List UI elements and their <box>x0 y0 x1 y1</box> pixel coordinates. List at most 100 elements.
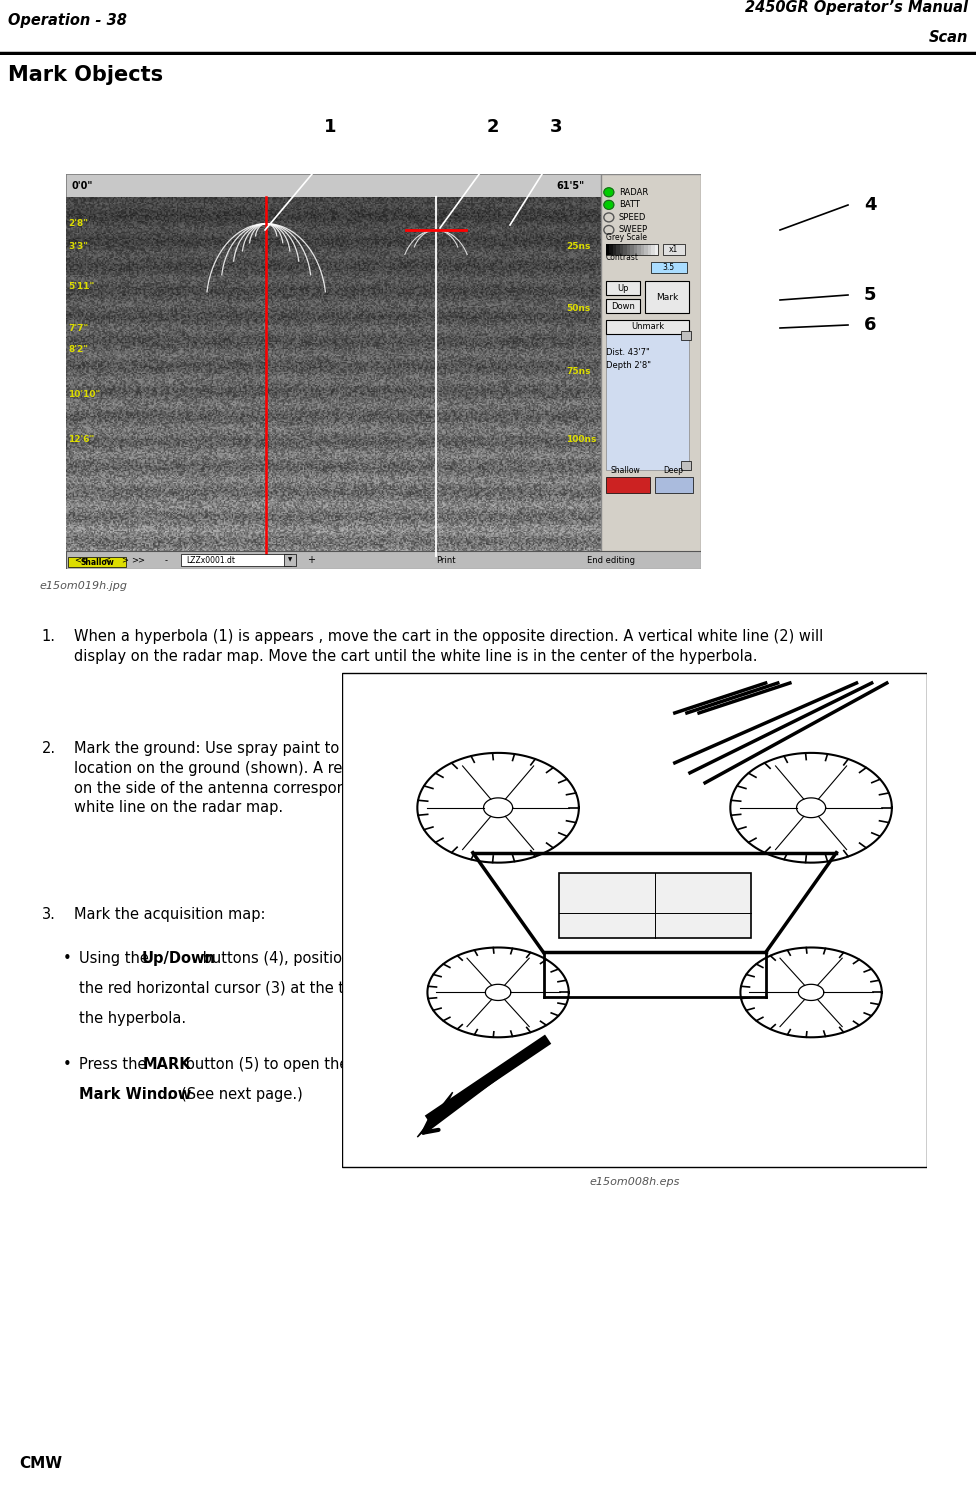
Text: Mark the acquisition map:: Mark the acquisition map: <box>74 907 265 922</box>
Bar <box>613 244 617 255</box>
Bar <box>66 556 601 569</box>
Bar <box>606 282 640 295</box>
Bar <box>655 244 658 255</box>
Bar <box>606 477 650 493</box>
Bar <box>633 244 637 255</box>
Bar <box>624 244 627 255</box>
Text: the red horizontal cursor (3) at the top of: the red horizontal cursor (3) at the top… <box>79 980 382 997</box>
Text: 12'6": 12'6" <box>68 435 95 444</box>
Text: •: • <box>62 951 71 966</box>
Bar <box>644 244 648 255</box>
Text: Scan: Scan <box>928 30 968 45</box>
Text: Print: Print <box>436 556 456 565</box>
Bar <box>627 244 630 255</box>
Text: Shallow: Shallow <box>80 557 114 566</box>
Text: 2450GR Operator’s Manual: 2450GR Operator’s Manual <box>745 0 968 15</box>
Text: Depth 2'8": Depth 2'8" <box>606 361 651 370</box>
Bar <box>606 244 658 255</box>
Bar <box>609 244 613 255</box>
Text: 25ns: 25ns <box>566 241 590 250</box>
Text: 75ns: 75ns <box>566 367 590 377</box>
Text: •: • <box>62 1056 71 1073</box>
Text: buttons (4), position: buttons (4), position <box>198 951 351 966</box>
Bar <box>637 244 641 255</box>
Bar <box>648 244 651 255</box>
Text: Up: Up <box>617 283 629 294</box>
Text: 2'8": 2'8" <box>68 219 89 228</box>
Text: Shallow: Shallow <box>611 466 640 475</box>
Text: Mark the ground: Use spray paint to mark the
location on the ground (shown). A r: Mark the ground: Use spray paint to mark… <box>74 741 411 815</box>
Circle shape <box>604 188 614 197</box>
Text: 5'11": 5'11" <box>68 282 95 291</box>
Bar <box>68 557 126 568</box>
Bar <box>681 462 691 471</box>
Bar <box>606 244 609 255</box>
Text: CMW: CMW <box>20 1456 62 1472</box>
Text: Mark Window: Mark Window <box>79 1088 191 1103</box>
Text: 61'5": 61'5" <box>556 180 584 191</box>
Bar <box>66 174 601 197</box>
Bar <box>630 244 633 255</box>
Text: RADAR: RADAR <box>619 188 648 197</box>
Text: SPEED: SPEED <box>619 213 646 222</box>
Bar <box>601 174 701 569</box>
Text: x1: x1 <box>670 246 678 255</box>
Text: Grey Scale: Grey Scale <box>606 232 647 241</box>
Text: Mark: Mark <box>656 292 678 302</box>
Text: 50ns: 50ns <box>566 304 590 313</box>
Text: Press the: Press the <box>79 1056 151 1073</box>
Text: >: > <box>121 556 128 565</box>
Text: e15om019h.jpg: e15om019h.jpg <box>39 581 127 590</box>
Text: Using the: Using the <box>79 951 154 966</box>
Bar <box>641 244 644 255</box>
Bar <box>284 554 296 566</box>
Text: SWEEP: SWEEP <box>619 225 648 234</box>
Text: 2: 2 <box>487 118 500 136</box>
Text: BATT: BATT <box>619 200 639 209</box>
Text: <: < <box>102 556 110 565</box>
Circle shape <box>604 200 614 209</box>
Text: 6: 6 <box>864 316 876 334</box>
Text: 7'7": 7'7" <box>68 325 89 334</box>
Text: 3'3": 3'3" <box>68 241 89 250</box>
Text: 0'0": 0'0" <box>71 180 93 191</box>
Bar <box>655 477 693 493</box>
Text: 5: 5 <box>864 286 876 304</box>
Text: +: + <box>307 556 315 565</box>
Text: Unmark: Unmark <box>631 322 665 331</box>
Text: When a hyperbola (1) is appears , move the cart in the opposite direction. A ver: When a hyperbola (1) is appears , move t… <box>74 629 824 663</box>
Text: 4: 4 <box>864 197 876 215</box>
Text: 3.: 3. <box>41 907 56 922</box>
Text: MARK: MARK <box>143 1056 191 1073</box>
Text: Operation - 38: Operation - 38 <box>8 13 127 28</box>
Text: ▼: ▼ <box>288 557 292 563</box>
Text: 1: 1 <box>324 118 337 136</box>
Bar <box>663 244 685 255</box>
Text: Deep: Deep <box>663 466 683 475</box>
Bar <box>651 244 655 255</box>
Bar <box>645 282 689 313</box>
Text: .  (See next page.): . (See next page.) <box>167 1088 303 1103</box>
Text: >>: >> <box>132 556 145 565</box>
Text: 10'10": 10'10" <box>68 390 101 399</box>
Polygon shape <box>418 1092 453 1137</box>
Text: LZZx0001.dt: LZZx0001.dt <box>186 556 235 565</box>
Text: <<: << <box>74 556 89 565</box>
Text: 1.: 1. <box>41 629 56 644</box>
Text: 8'2": 8'2" <box>68 344 89 353</box>
Text: the hyperbola.: the hyperbola. <box>79 1012 186 1027</box>
Text: 3.5: 3.5 <box>663 264 674 273</box>
Bar <box>606 322 689 471</box>
Text: 2.: 2. <box>41 741 56 755</box>
Text: Contrast: Contrast <box>606 253 639 262</box>
Bar <box>606 320 689 334</box>
Text: -: - <box>165 556 168 565</box>
Text: 100ns: 100ns <box>566 435 596 444</box>
Bar <box>66 551 701 569</box>
Bar <box>620 244 624 255</box>
Bar <box>651 262 687 273</box>
Text: e15om008h.eps: e15om008h.eps <box>590 1177 679 1188</box>
Bar <box>606 299 640 313</box>
Bar <box>681 331 691 340</box>
Text: Down: Down <box>611 302 634 311</box>
